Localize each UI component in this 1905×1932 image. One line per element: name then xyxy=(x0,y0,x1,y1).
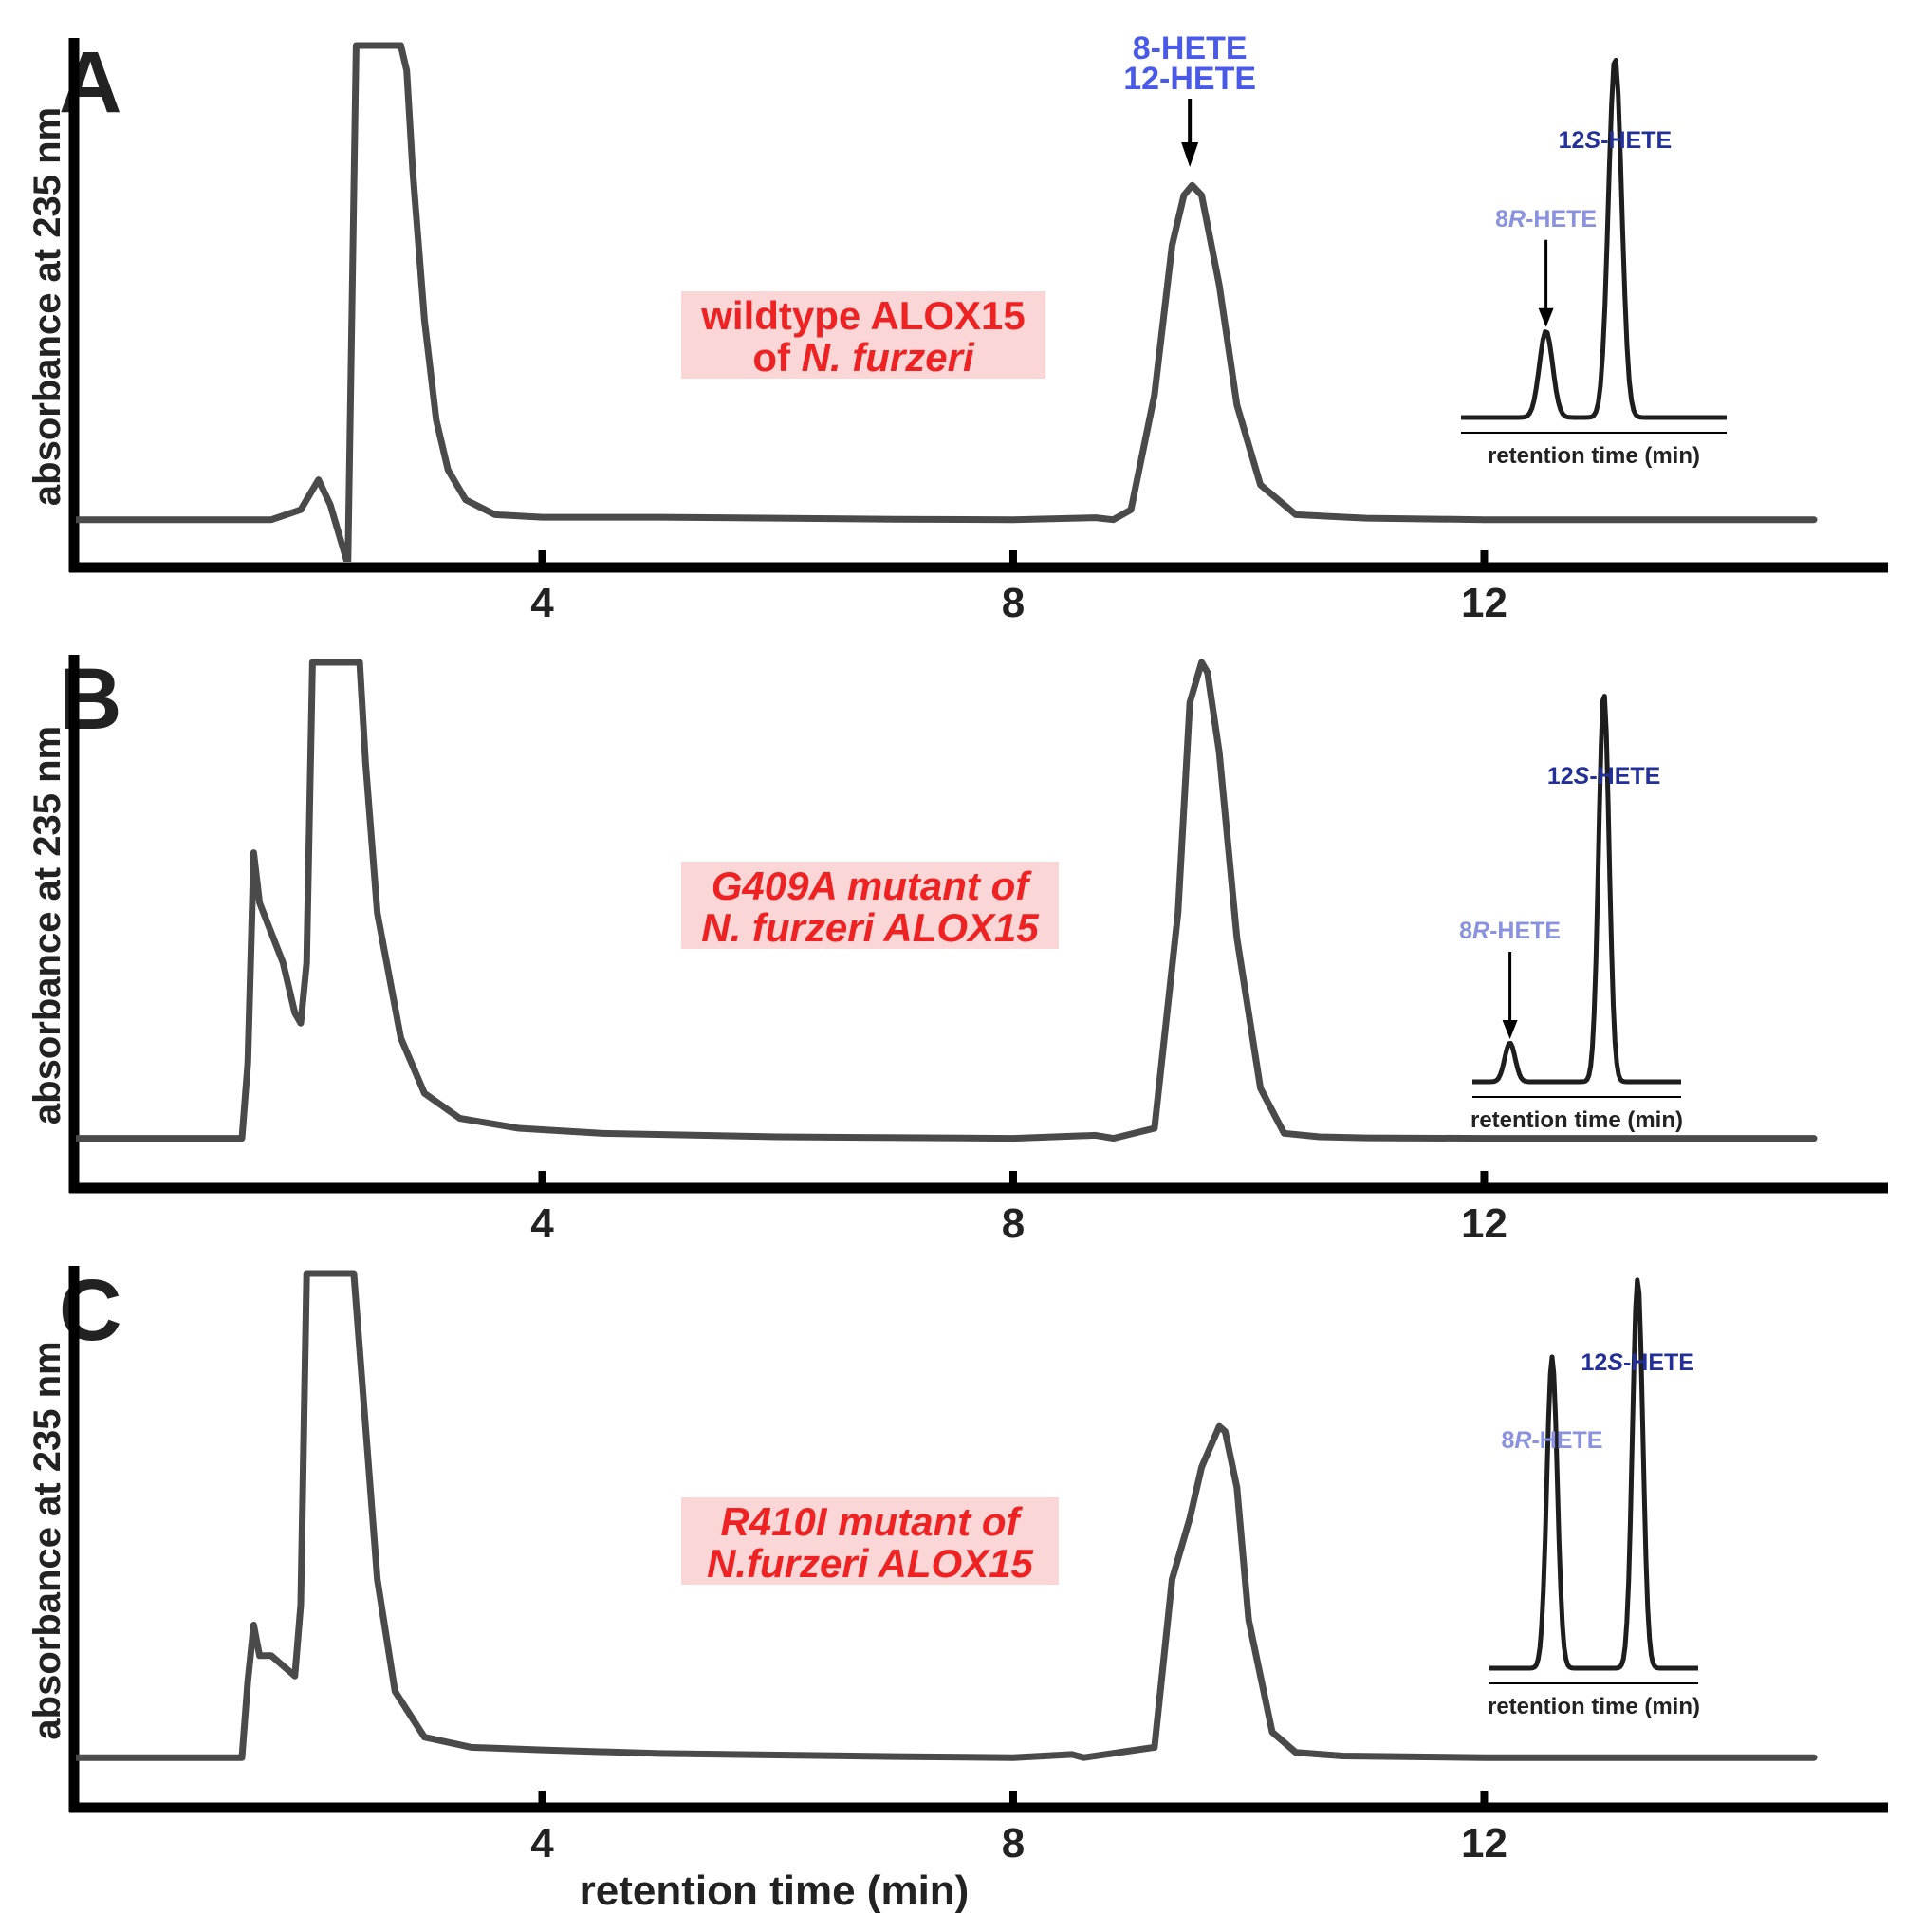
sample-label: wildtype ALOX15 of N. furzeri xyxy=(700,293,1026,380)
inset-label-8r-hete: 8R-HETE xyxy=(1502,1427,1603,1454)
x-tick-label: 12 xyxy=(1461,1200,1507,1247)
sample-label-line1: G409A mutant of xyxy=(712,864,1032,908)
inset-label-12s-stereo: S xyxy=(1574,763,1590,790)
peak-annotation-line1: 8-HETE xyxy=(1133,30,1248,66)
sample-label: G409A mutant of N. furzeri ALOX15 xyxy=(701,864,1039,950)
inset-label-12s-prefix: 12 xyxy=(1547,763,1574,790)
inset-label-12s-prefix: 12 xyxy=(1559,127,1585,154)
inset-trace xyxy=(1489,1277,1699,1671)
sample-label: R410I mutant of N.furzeri ALOX15 xyxy=(707,1499,1033,1586)
inset-label-8r-prefix: 8 xyxy=(1495,206,1508,232)
inset-label-12s-hete: 12S-HETE xyxy=(1581,1349,1694,1376)
inset-label-8r-hete: 8R-HETE xyxy=(1459,918,1561,944)
sample-label-line2: of xyxy=(752,335,801,380)
sample-label-line1: R410I mutant of xyxy=(720,1499,1023,1544)
x-tick-label: 8 xyxy=(1002,580,1025,626)
sample-label-box xyxy=(681,1497,1059,1585)
inset-trace xyxy=(1471,694,1682,1085)
x-tick-label: 4 xyxy=(530,580,554,626)
x-tick-label: 12 xyxy=(1461,1820,1507,1867)
inset-label-12s-hete: 12S-HETE xyxy=(1547,763,1661,790)
y-axis-label: absorbance at 235 nm xyxy=(27,1341,68,1739)
inset-label-12s-suffix: -HETE xyxy=(1623,1349,1694,1376)
peak-arrow-head xyxy=(1181,142,1199,167)
y-axis-label: absorbance at 235 nm xyxy=(27,726,68,1124)
sample-label-box xyxy=(681,862,1059,949)
inset-label-12s-stereo: S xyxy=(1607,1349,1623,1376)
inset-label-8r-suffix: -HETE xyxy=(1531,1427,1602,1454)
y-axis-label: absorbance at 235 nm xyxy=(27,107,68,506)
inset-label-8r-hete: 8R-HETE xyxy=(1495,206,1597,232)
inset-label-8r-suffix: -HETE xyxy=(1526,206,1597,232)
sample-label-line2: N.furzeri ALOX15 xyxy=(707,1541,1033,1586)
inset-label-12s-hete: 12S-HETE xyxy=(1559,127,1673,154)
sample-label-species: N. furzeri xyxy=(802,335,975,380)
x-axis-title: retention time (min) xyxy=(580,1867,970,1914)
inset-label-8r-suffix: -HETE xyxy=(1489,918,1561,944)
x-tick-label: 8 xyxy=(1002,1820,1025,1867)
inset-label-8r-stereo: R xyxy=(1514,1427,1531,1454)
inset-label-8r-prefix: 8 xyxy=(1459,918,1472,944)
inset-x-axis-label: retention time (min) xyxy=(1470,1107,1683,1133)
inset-arrow-head xyxy=(1538,307,1554,327)
x-tick-label: 8 xyxy=(1002,1200,1025,1247)
inset-label-12s-stereo: S xyxy=(1584,127,1600,154)
inset-x-axis-label: retention time (min) xyxy=(1488,1694,1700,1719)
chromatogram-trace xyxy=(76,659,1818,1142)
inset-trace xyxy=(1460,57,1728,420)
inset-label-8r-prefix: 8 xyxy=(1502,1427,1515,1454)
x-tick-label: 4 xyxy=(530,1820,554,1867)
x-tick-label: 4 xyxy=(530,1200,554,1247)
chromatogram-trace xyxy=(76,1270,1818,1761)
inset-label-12s-prefix: 12 xyxy=(1581,1349,1607,1376)
sample-label-box xyxy=(681,291,1045,379)
inset-label-8r-stereo: R xyxy=(1472,918,1489,944)
sample-label-line1: wildtype ALOX15 xyxy=(700,293,1026,338)
peak-annotation: 8-HETE 12-HETE xyxy=(1123,30,1256,97)
x-tick-label: 12 xyxy=(1461,580,1507,626)
inset-arrow-head xyxy=(1502,1020,1518,1039)
peak-annotation-line2: 12-HETE xyxy=(1123,61,1256,97)
inset-label-8r-stereo: R xyxy=(1508,206,1526,232)
inset-x-axis-label: retention time (min) xyxy=(1488,443,1700,469)
chromatogram-trace xyxy=(76,42,1818,562)
inset-label-12s-suffix: -HETE xyxy=(1600,127,1672,154)
inset-label-12s-suffix: -HETE xyxy=(1589,763,1660,790)
sample-label-line2: N. furzeri ALOX15 xyxy=(701,905,1039,950)
